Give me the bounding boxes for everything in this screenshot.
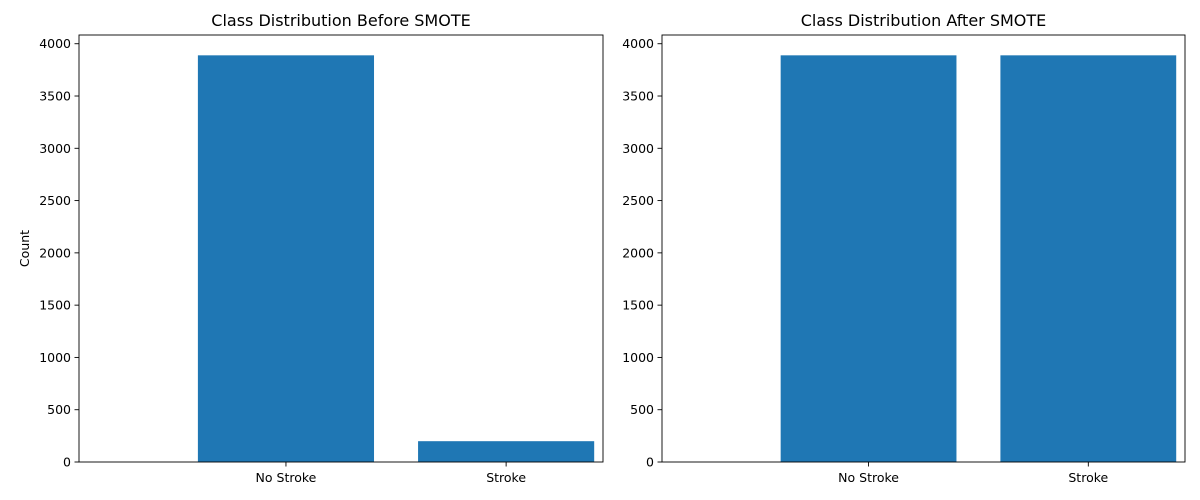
x-tick-label: Stroke xyxy=(486,470,526,485)
y-tick-label: 3000 xyxy=(39,141,71,156)
chart-panel-2: 0 500 1000 1500 2000 2500 3000 3500 4000 No Strok… xyxy=(622,11,1186,485)
y-tick-label: 3500 xyxy=(622,89,654,104)
x-tick-label: No Stroke xyxy=(256,470,317,485)
x-tick-label: No Stroke xyxy=(838,470,899,485)
y-tick-label: 2000 xyxy=(39,245,71,260)
y-tick-label: 0 xyxy=(63,455,71,470)
chart-panel-1: 0 500 1000 1500 2000 2500 3000 3500 4000 No Strok… xyxy=(17,11,604,485)
axes-frame xyxy=(78,34,604,463)
bar-no-stroke xyxy=(780,55,957,462)
y-tick-label: 4000 xyxy=(39,36,71,51)
y-axis-label: Count xyxy=(17,230,32,267)
y-tick-label: 2000 xyxy=(622,245,654,260)
y-tick-label: 500 xyxy=(47,402,71,417)
y-tick-label: 3000 xyxy=(622,141,654,156)
chart-title: Class Distribution Before SMOTE xyxy=(211,11,470,30)
chart-title: Class Distribution After SMOTE xyxy=(801,11,1047,30)
y-tick-label: 0 xyxy=(646,455,654,470)
y-tick-label: 1500 xyxy=(622,298,654,313)
y-tick-label: 2500 xyxy=(39,193,71,208)
y-tick-label: 3500 xyxy=(39,89,71,104)
y-tick-label: 500 xyxy=(630,402,654,417)
y-tick-label: 1500 xyxy=(39,298,71,313)
y-tick-label: 2500 xyxy=(622,193,654,208)
y-tick-label: 4000 xyxy=(622,36,654,51)
bar-stroke xyxy=(1000,55,1177,462)
axes-frame xyxy=(661,34,1186,463)
bar-stroke xyxy=(418,441,595,462)
y-tick-label: 1000 xyxy=(39,350,71,365)
y-tick-label: 1000 xyxy=(622,350,654,365)
x-tick-label: Stroke xyxy=(1068,470,1108,485)
bar-no-stroke xyxy=(197,55,375,462)
